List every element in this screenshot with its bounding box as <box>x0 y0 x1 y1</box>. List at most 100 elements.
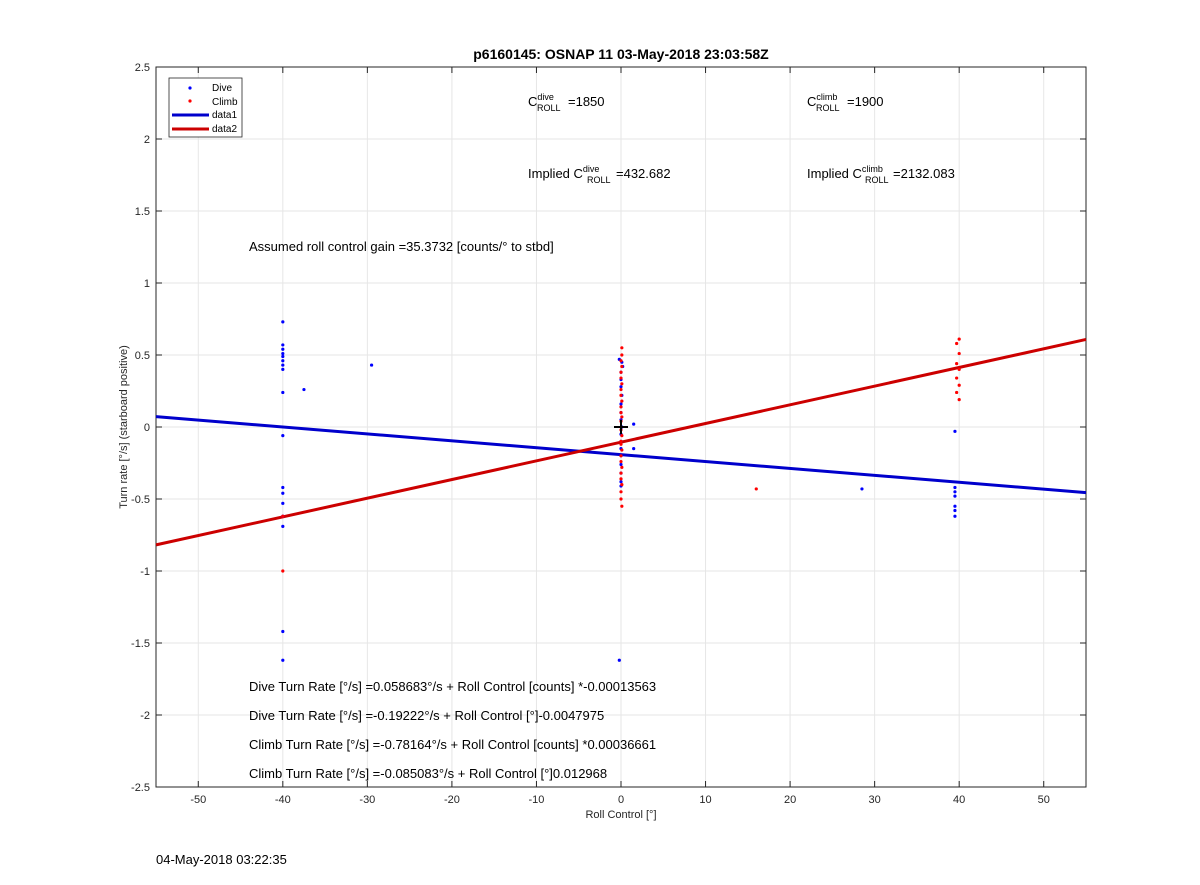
climb-point <box>957 351 961 356</box>
climb-point <box>620 399 624 403</box>
chart-title: p6160145: OSNAP 11 03-May-2018 23:03:58Z <box>473 46 769 62</box>
x-tick-label: 10 <box>699 794 711 806</box>
dive-point <box>281 363 285 367</box>
dive-point <box>281 354 285 359</box>
c-climb-value: =1900 <box>847 94 884 109</box>
c-climb-annotation: Cclimb ROLL =1900 <box>807 92 884 113</box>
dive-point <box>281 658 285 662</box>
legend-dive-label: Dive <box>212 83 232 94</box>
legend-data2-label: data2 <box>212 124 237 135</box>
dive-point <box>302 387 306 392</box>
legend-climb-label: Climb <box>212 97 238 108</box>
dive-point <box>617 658 621 662</box>
climb-point <box>620 353 624 357</box>
climb-point <box>620 346 624 350</box>
gain-annotation: Assumed roll control gain =35.3732 [coun… <box>249 239 554 254</box>
climb-point <box>620 483 624 487</box>
climb-point <box>955 341 959 346</box>
x-tick-label: -40 <box>275 794 291 806</box>
c-climb-sup: climb <box>816 92 837 102</box>
dive-point <box>281 359 285 363</box>
dive-point <box>281 343 285 347</box>
climb-point <box>281 569 285 573</box>
implied-dive-sup: dive <box>583 164 600 174</box>
climb-point <box>619 497 623 501</box>
climb-point <box>619 490 623 494</box>
dive-point <box>953 490 957 494</box>
y-tick-label: 2 <box>144 134 150 146</box>
dive-point <box>953 508 957 513</box>
climb-point <box>619 439 623 443</box>
x-tick-label: 30 <box>869 794 881 806</box>
dive-point <box>953 485 957 490</box>
y-tick-label: -1 <box>140 566 150 578</box>
climb-point <box>619 477 623 481</box>
dive-point <box>281 629 285 634</box>
climb-point <box>620 415 624 419</box>
climb-point <box>619 359 623 363</box>
dive-point <box>281 351 285 356</box>
climb-degrees-equation: Climb Turn Rate [°/s] =-0.085083°/s + Ro… <box>249 766 607 781</box>
implied-climb-annotation: Implied Cclimb ROLL =2132.083 <box>807 164 955 185</box>
climb-point <box>620 382 624 386</box>
climb-point <box>619 376 623 380</box>
c-climb-prefix: C <box>807 94 816 109</box>
c-dive-value: =1850 <box>568 94 605 109</box>
dive-point <box>281 491 285 495</box>
climb-point <box>620 434 624 438</box>
climb-point <box>619 471 623 475</box>
y-tick-label: -1.5 <box>131 638 150 650</box>
dive-point <box>281 485 285 490</box>
implied-dive-prefix: Implied C <box>528 166 583 181</box>
data-layer <box>155 320 1087 662</box>
legend-data1-label: data1 <box>212 110 237 121</box>
climb-point <box>955 390 959 395</box>
legend-box <box>168 77 243 138</box>
c-dive-sub: ROLL <box>537 103 561 113</box>
c-climb-sub: ROLL <box>816 103 840 113</box>
c-dive-sup: dive <box>537 92 554 102</box>
x-tick-label: -20 <box>444 794 460 806</box>
y-tick-label: 1.5 <box>135 206 150 218</box>
dive-point <box>619 480 623 484</box>
y-tick-label: 2.5 <box>135 62 150 74</box>
dive-point <box>281 434 285 438</box>
climb-point <box>619 411 623 415</box>
dive-point <box>632 422 636 426</box>
dive-point <box>281 501 285 505</box>
dive-point <box>281 347 285 351</box>
climb-point <box>619 370 623 374</box>
y-tick-label: 0.5 <box>135 350 150 362</box>
climb-point <box>619 442 623 446</box>
climb-point <box>955 376 959 380</box>
climb-point <box>619 393 623 397</box>
climb-point <box>620 448 624 452</box>
y-axis-label: Turn rate [°/s] (starboard positive) <box>118 345 130 509</box>
climb-point <box>620 465 624 469</box>
climb-point <box>619 387 623 392</box>
climb-point <box>620 364 624 369</box>
dive-point <box>369 363 374 367</box>
legend: Dive Climb data1 data2 <box>168 77 243 138</box>
dive-point <box>953 504 957 508</box>
y-tick-label: 1 <box>144 278 150 290</box>
x-tick-label: -10 <box>529 794 545 806</box>
y-tick-label: -2.5 <box>131 782 150 794</box>
x-tick-label: 0 <box>618 794 624 806</box>
x-tick-label: -50 <box>190 794 206 806</box>
implied-climb-prefix: Implied C <box>807 166 862 181</box>
climb-point <box>955 362 959 366</box>
c-dive-prefix: C <box>528 94 537 109</box>
y-tick-label: 0 <box>144 422 150 434</box>
dive-point <box>619 402 623 406</box>
y-tick-label: -2 <box>140 710 150 722</box>
implied-climb-sub: ROLL <box>865 175 889 185</box>
climb-counts-equation: Climb Turn Rate [°/s] =-0.78164°/s + Rol… <box>249 737 656 752</box>
climb-point <box>619 454 623 458</box>
dive-degrees-equation: Dive Turn Rate [°/s] =-0.19222°/s + Roll… <box>249 708 604 723</box>
footer-timestamp: 04-May-2018 03:22:35 <box>156 852 287 867</box>
dive-point <box>860 487 864 491</box>
climb-point <box>957 398 961 402</box>
c-dive-annotation: Cdive ROLL =1850 <box>528 92 605 113</box>
